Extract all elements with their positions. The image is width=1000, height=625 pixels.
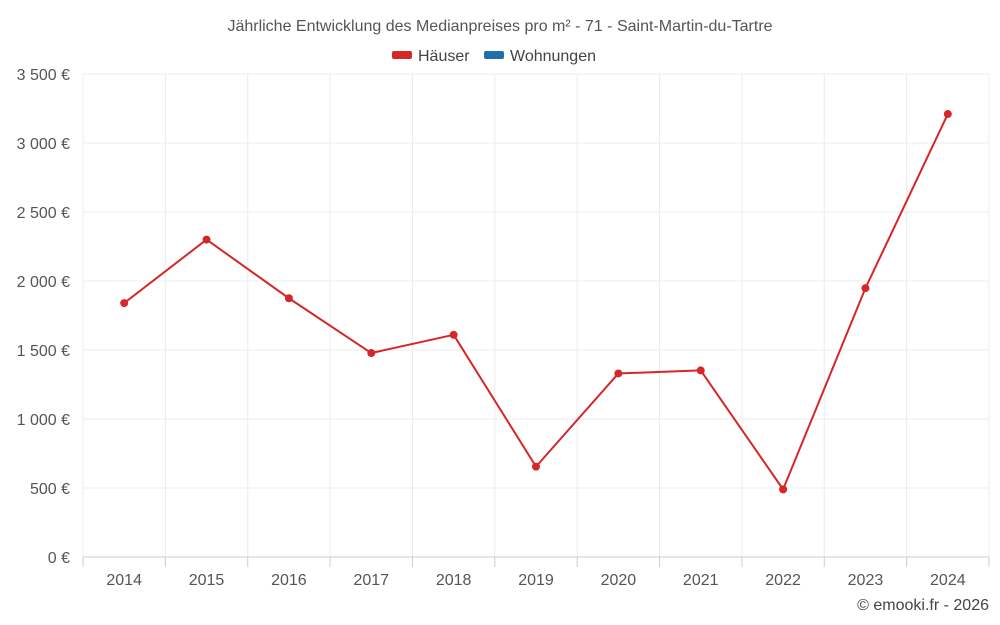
data-point-2022[interactable] bbox=[779, 485, 788, 494]
legend-swatch-wohnungen bbox=[484, 51, 504, 59]
y-tick-label: 3 500 € bbox=[17, 67, 70, 84]
data-point-2016[interactable] bbox=[284, 294, 293, 303]
data-point-2021[interactable] bbox=[696, 366, 705, 375]
legend-item-haeuser[interactable]: Häuser bbox=[392, 48, 470, 65]
x-tick-label: 2019 bbox=[518, 572, 554, 589]
legend-label-haeuser: Häuser bbox=[418, 48, 470, 65]
x-tick-label: 2015 bbox=[189, 572, 225, 589]
y-tick-label: 1 000 € bbox=[17, 412, 70, 429]
x-tick-label: 2020 bbox=[601, 572, 637, 589]
x-tick-label: 2016 bbox=[271, 572, 307, 589]
y-tick-label: 2 000 € bbox=[17, 274, 70, 291]
x-tick-label: 2018 bbox=[436, 572, 472, 589]
y-tick-label: 3 000 € bbox=[17, 136, 70, 153]
chart-title: Jährliche Entwicklung des Medianpreises … bbox=[227, 18, 772, 35]
legend-label-wohnungen: Wohnungen bbox=[510, 48, 596, 65]
legend: Häuser Wohnungen bbox=[392, 48, 596, 65]
x-tick-label: 2023 bbox=[848, 572, 884, 589]
x-axis: 2014 2015 2016 2017 2018 2019 2020 2021 2022 2023… bbox=[82, 556, 990, 589]
data-point-2014[interactable] bbox=[120, 299, 129, 308]
y-tick-label: 1 500 € bbox=[17, 343, 70, 360]
data-point-2020[interactable] bbox=[614, 369, 623, 378]
series-haeuser bbox=[120, 110, 952, 494]
x-tick-label: 2017 bbox=[353, 572, 389, 589]
data-point-2017[interactable] bbox=[367, 349, 376, 358]
legend-swatch-haeuser bbox=[392, 51, 412, 59]
gridlines bbox=[82, 73, 990, 557]
data-point-2023[interactable] bbox=[861, 284, 870, 293]
x-tick-label: 2024 bbox=[930, 572, 966, 589]
data-point-2018[interactable] bbox=[449, 330, 458, 339]
x-tick-label: 2014 bbox=[106, 572, 142, 589]
data-point-2024[interactable] bbox=[943, 110, 952, 119]
legend-item-wohnungen[interactable]: Wohnungen bbox=[484, 48, 596, 65]
y-axis: 0 € 500 € 1 000 € 1 500 € 2 000 € 2 500 € 3 00… bbox=[17, 67, 70, 567]
credit-text: © emooki.fr - 2026 bbox=[857, 597, 989, 614]
data-point-2015[interactable] bbox=[202, 235, 211, 244]
y-tick-label: 0 € bbox=[48, 550, 70, 567]
data-point-2019[interactable] bbox=[532, 462, 540, 471]
x-tick-label: 2021 bbox=[683, 572, 719, 589]
x-tick-label: 2022 bbox=[765, 572, 801, 589]
y-tick-label: 2 500 € bbox=[17, 205, 70, 222]
y-tick-label: 500 € bbox=[30, 481, 70, 498]
